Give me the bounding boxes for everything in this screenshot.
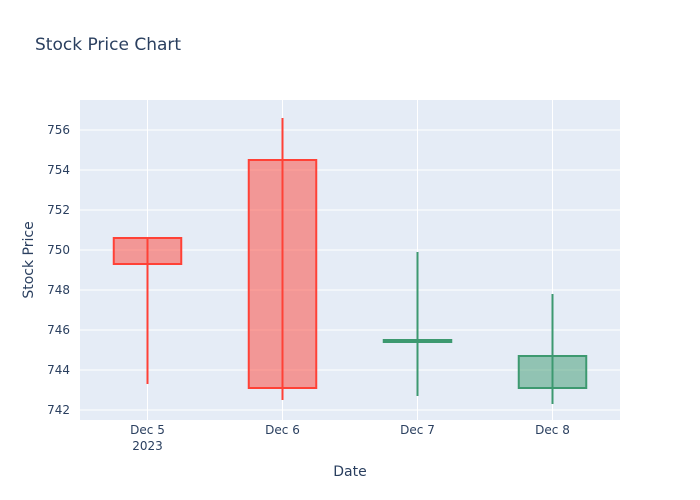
candle-body [247, 159, 318, 389]
y-tick-label: 750 [47, 243, 70, 257]
y-tick-label: 746 [47, 323, 70, 337]
y-tick-label: 756 [47, 123, 70, 137]
y-tick-label: 754 [47, 163, 70, 177]
x-tick-label: Dec 7 [400, 423, 435, 437]
x-tick-label: Dec 8 [535, 423, 570, 437]
candle [247, 118, 318, 400]
candle-body [382, 339, 453, 343]
y-tick-label: 748 [47, 283, 70, 297]
candle [382, 252, 453, 396]
x-axis-title: Date [333, 464, 366, 480]
y-tick-label: 752 [47, 203, 70, 217]
y-tick-label: 744 [47, 363, 70, 377]
candle [517, 294, 588, 404]
y-tick-label: 742 [47, 403, 70, 417]
y-axis-ticks: 742 744 746 748 750 752 754 756 [47, 123, 70, 417]
candle [112, 237, 183, 384]
candle-body [112, 237, 183, 265]
chart-title: Stock Price Chart [35, 35, 181, 55]
x-year-label: 2023 [132, 439, 163, 453]
y-axis-title: Stock Price [21, 221, 37, 298]
candles [112, 118, 588, 404]
candle-body [517, 355, 588, 389]
x-tick-label: Dec 5 [130, 423, 165, 437]
x-tick-label: Dec 6 [265, 423, 300, 437]
x-axis-ticks: Dec 5 Dec 6 Dec 7 Dec 8 2023 [130, 423, 570, 453]
